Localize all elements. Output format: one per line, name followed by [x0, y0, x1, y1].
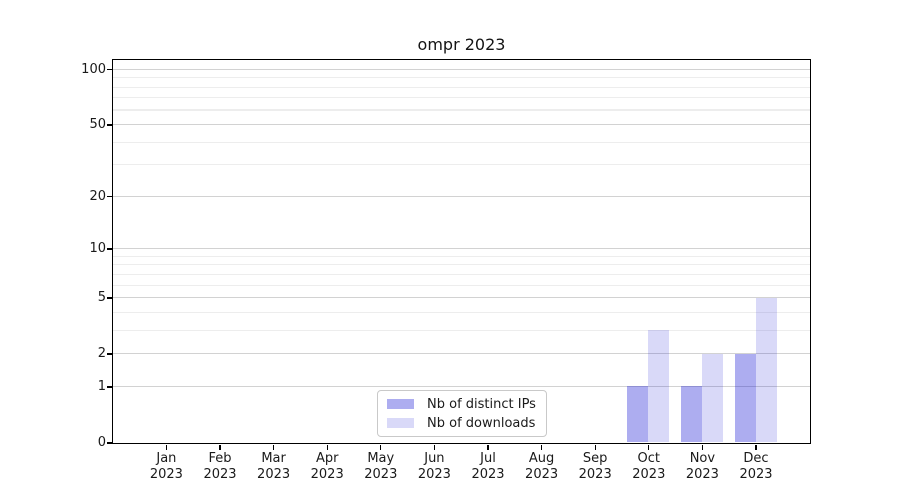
- x-tick-mark-apr-2023: [326, 444, 328, 450]
- y-tick-mark-20: [106, 196, 112, 198]
- legend: Nb of distinct IPs Nb of downloads: [377, 390, 547, 437]
- legend-item-nb-of-distinct-ips: Nb of distinct IPs: [387, 397, 537, 412]
- gridline-major-10: [112, 247, 810, 250]
- x-tick-mark-nov-2023: [701, 444, 704, 450]
- x-tick-mark-mar-2023: [272, 444, 275, 450]
- gridline-minor-7: [112, 273, 810, 275]
- gridline-minor-40: [112, 141, 810, 143]
- y-tick-label-100: 100: [81, 61, 106, 77]
- y-tick-label-5: 5: [97, 290, 106, 306]
- y-tick-mark-1: [106, 386, 112, 388]
- x-tick-label-jun-2023: Jun 2023: [417, 451, 451, 482]
- y-tick-mark-5: [106, 297, 112, 299]
- y-tick-label-50: 50: [89, 117, 106, 133]
- x-tick-mark-jan-2023: [165, 444, 168, 450]
- gridline-major-1: [112, 385, 810, 388]
- gridline-minor-60: [112, 109, 810, 111]
- gridline-minor-3: [112, 329, 810, 331]
- gridline-major-2: [112, 353, 810, 355]
- x-tick-label-dec-2023: Dec 2023: [739, 451, 773, 482]
- bar-nb-of-distinct-ips-nov-2023: [680, 386, 702, 443]
- gridline-minor-80: [112, 86, 810, 88]
- gridline-major-100: [112, 68, 810, 70]
- bar-nb-of-downloads-oct-2023: [648, 330, 670, 443]
- y-tick-mark-10: [106, 248, 112, 250]
- y-tick-mark-2: [106, 353, 112, 355]
- y-tick-label-20: 20: [89, 188, 106, 204]
- chart-title: ompr 2023: [417, 35, 506, 54]
- y-tick-mark-50: [106, 124, 112, 126]
- y-tick-mark-0: [106, 442, 112, 444]
- x-tick-label-sep-2023: Sep 2023: [578, 451, 612, 482]
- gridline-minor-70: [112, 97, 810, 99]
- legend-item-nb-of-downloads: Nb of downloads: [387, 416, 537, 431]
- x-tick-label-jul-2023: Jul 2023: [471, 451, 505, 482]
- y-tick-mark-100: [106, 69, 112, 71]
- bar-nb-of-downloads-dec-2023: [755, 297, 777, 443]
- x-tick-mark-dec-2023: [755, 444, 757, 450]
- x-tick-mark-oct-2023: [648, 444, 650, 450]
- x-tick-label-feb-2023: Feb 2023: [203, 451, 237, 482]
- gridline-major-5: [112, 297, 810, 299]
- x-tick-label-may-2023: May 2023: [364, 451, 398, 482]
- x-tick-mark-may-2023: [380, 444, 382, 450]
- gridline-minor-8: [112, 264, 810, 266]
- plot-area: [111, 58, 811, 444]
- x-tick-mark-aug-2023: [540, 444, 543, 450]
- bar-nb-of-downloads-nov-2023: [701, 353, 723, 443]
- y-tick-label-0: 0: [97, 435, 106, 450]
- x-tick-label-jan-2023: Jan 2023: [149, 451, 183, 482]
- x-tick-label-oct-2023: Oct 2023: [632, 451, 666, 482]
- x-tick-mark-jun-2023: [433, 444, 436, 450]
- x-tick-mark-jul-2023: [487, 444, 489, 450]
- x-tick-label-apr-2023: Apr 2023: [310, 451, 344, 482]
- gridline-minor-9: [112, 255, 810, 257]
- gridline-minor-6: [112, 284, 810, 286]
- gridline-minor-30: [112, 164, 810, 166]
- x-tick-label-nov-2023: Nov 2023: [685, 451, 719, 482]
- y-tick-label-2: 2: [97, 346, 106, 362]
- bar-nb-of-distinct-ips-oct-2023: [627, 386, 649, 443]
- x-tick-mark-sep-2023: [594, 444, 596, 450]
- legend-swatch-nb-of-distinct-ips: [387, 399, 414, 409]
- legend-label-nb-of-distinct-ips: Nb of distinct IPs: [427, 396, 536, 412]
- bar-nb-of-distinct-ips-dec-2023: [734, 353, 756, 443]
- legend-label-nb-of-downloads: Nb of downloads: [427, 415, 536, 431]
- gridline-major-50: [112, 123, 810, 126]
- gridline-major-20: [112, 195, 810, 197]
- x-tick-label-mar-2023: Mar 2023: [257, 451, 291, 482]
- y-tick-label-10: 10: [89, 241, 106, 257]
- legend-swatch-nb-of-downloads: [387, 418, 414, 428]
- gridline-minor-4: [112, 311, 810, 313]
- gridline-minor-90: [112, 77, 810, 79]
- y-tick-label-1: 1: [97, 378, 106, 394]
- x-tick-mark-feb-2023: [219, 444, 221, 450]
- x-tick-label-aug-2023: Aug 2023: [525, 451, 559, 482]
